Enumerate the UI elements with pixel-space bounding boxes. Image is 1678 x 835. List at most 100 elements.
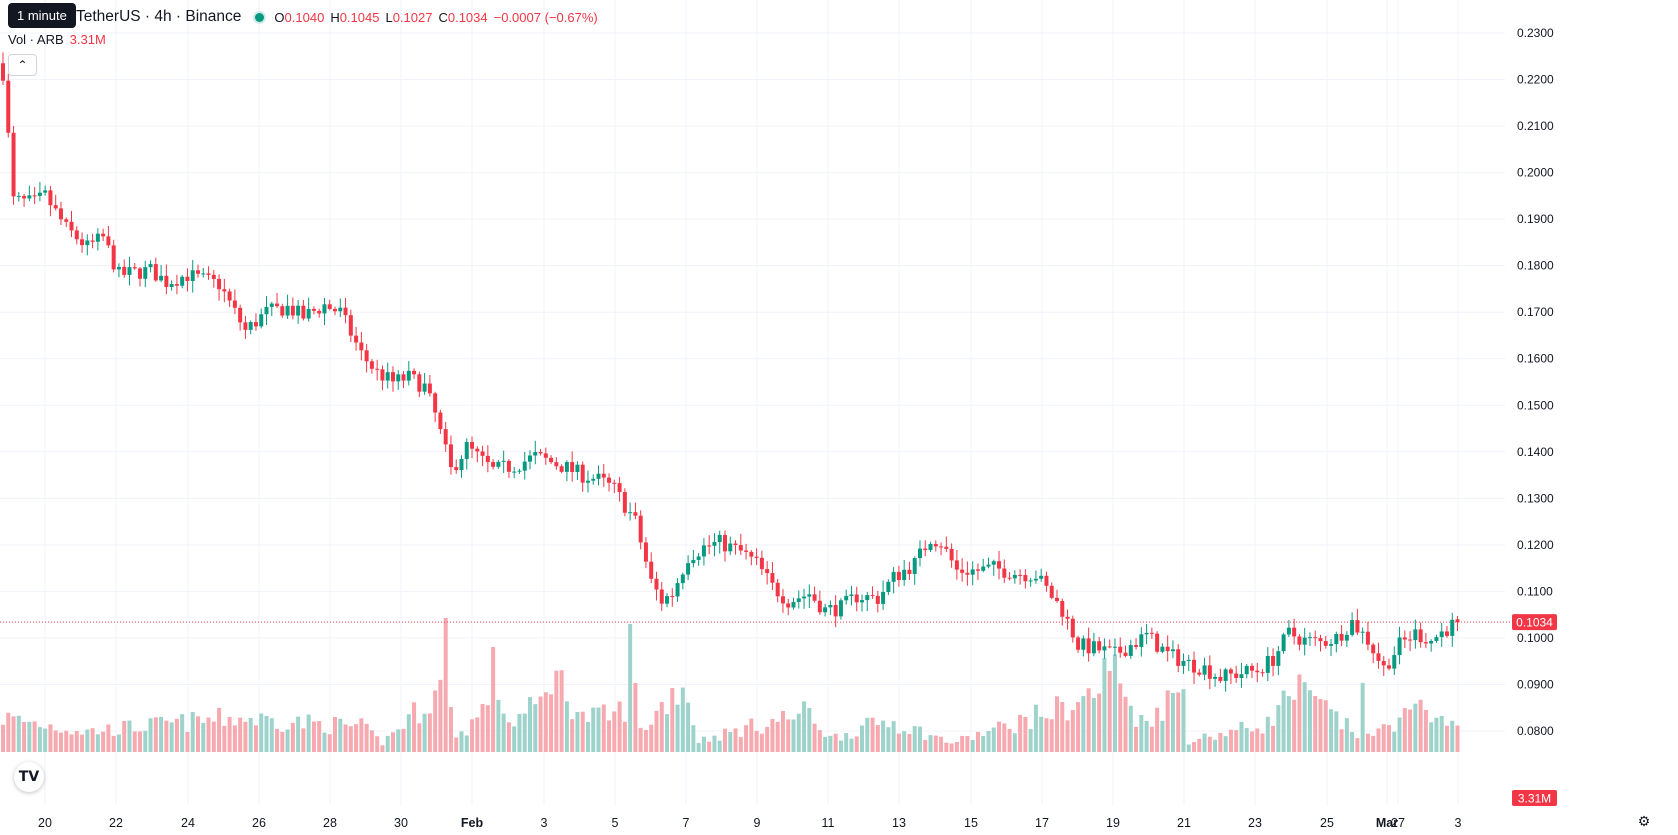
volume-bar (1044, 718, 1049, 752)
candle-body (80, 239, 85, 246)
candle-body (101, 233, 106, 237)
candle-body (1402, 637, 1407, 640)
volume-bar (1155, 707, 1160, 752)
volume-bar (817, 730, 822, 752)
volume-bar (227, 716, 232, 752)
candle-body (385, 372, 390, 381)
volume-bar (891, 721, 896, 752)
volume-bar (1313, 696, 1318, 752)
volume-legend[interactable]: Vol · ARB 3.31M (8, 32, 106, 47)
gear-icon[interactable]: ⚙ (1637, 813, 1651, 829)
volume-bar (412, 702, 417, 752)
candle-body (11, 132, 16, 197)
volume-bar (317, 720, 322, 752)
volume-bar (290, 722, 295, 752)
tradingview-logo-icon[interactable]: TV (14, 762, 44, 792)
volume-bar (633, 683, 638, 752)
candle-body (470, 442, 475, 449)
volume-bar (928, 735, 933, 752)
candle-body (333, 308, 338, 312)
candle-body (838, 600, 843, 617)
volume-bar (823, 736, 828, 752)
volume-bar (485, 705, 490, 752)
volume-bar (148, 718, 153, 752)
volume-bar (1423, 709, 1428, 752)
candle-body (190, 270, 195, 281)
candle-body (538, 452, 543, 454)
volume-bar (464, 735, 469, 752)
candle-body (991, 561, 996, 565)
volume-bar (217, 707, 222, 752)
volume-bar (686, 702, 691, 752)
volume-bar (37, 727, 42, 752)
price-axis[interactable]: 0.2300 0.2200 0.2100 0.2000 0.1900 0.1800 0.17… (1517, 26, 1554, 738)
candle-body (369, 361, 374, 369)
candle-body (1365, 631, 1370, 645)
volume-bar (585, 721, 590, 752)
candle-body (533, 452, 538, 456)
volume-bar (997, 721, 1002, 752)
candle-body (296, 305, 301, 316)
volume-bar (380, 745, 385, 752)
candle-body (891, 571, 896, 582)
candle-body (1455, 619, 1460, 623)
volume-bar (1450, 720, 1455, 752)
price-tick-label: 0.0800 (1517, 724, 1554, 738)
candle-body (232, 300, 237, 308)
volume-bar (802, 701, 807, 752)
candle-body (37, 192, 42, 196)
price-tick-label: 0.1500 (1517, 398, 1554, 412)
candle-body (643, 542, 648, 562)
candle-body (138, 268, 143, 279)
volume-bar (533, 704, 538, 752)
volume-bar (675, 704, 680, 752)
volume-bar (496, 699, 501, 752)
candle-body (1323, 641, 1328, 646)
candle-body (290, 305, 295, 316)
volume-bar (844, 733, 849, 752)
collapse-legend-button[interactable]: ⌃ (8, 54, 37, 76)
high-value: 0.1045 (339, 9, 380, 25)
volume-bar (765, 726, 770, 752)
candle-body (174, 284, 179, 286)
candle-body (1176, 649, 1181, 666)
candle-body (696, 556, 701, 560)
volume-value: 3.31M (69, 32, 106, 47)
candle-body (48, 190, 53, 206)
low-label: L (385, 9, 393, 25)
candle-body (122, 266, 127, 275)
volume-bar (770, 719, 775, 752)
volume-bar (564, 701, 569, 752)
volume-bar (886, 727, 891, 752)
candle-body (1134, 645, 1139, 647)
candle-body (517, 470, 522, 472)
candle-body (575, 464, 580, 473)
candle-body (628, 512, 633, 514)
candle-body (939, 546, 944, 548)
candle-body (1360, 631, 1365, 633)
volume-bar (670, 688, 675, 752)
volume-bar (960, 735, 965, 752)
candle-body (717, 534, 722, 543)
volume-bar (306, 714, 311, 752)
market-status-icon[interactable] (255, 12, 265, 22)
candle-body (765, 569, 770, 574)
volume-bar (1076, 702, 1081, 752)
candle-body (1218, 676, 1223, 681)
volume-bar (238, 717, 243, 752)
candle-body (1033, 578, 1038, 581)
symbol-title[interactable]: TetherUS · 4h · Binance (76, 8, 242, 25)
candle-body (1091, 641, 1096, 654)
volume-bar (1134, 726, 1139, 752)
candle-body (64, 219, 69, 222)
candle-body (554, 462, 559, 467)
volume-bar (1376, 728, 1381, 752)
volume-bar (1292, 699, 1297, 752)
candle-body (1002, 568, 1007, 578)
candle-body (907, 569, 912, 575)
candle-body (923, 548, 928, 551)
volume-bar (1186, 744, 1191, 752)
volume-bar (1381, 724, 1386, 752)
time-axis[interactable]: 20 22 24 26 28 30 Feb 3 5 7 9 11 13 15 17 19 21 23 25 27Mar… (38, 816, 1461, 830)
